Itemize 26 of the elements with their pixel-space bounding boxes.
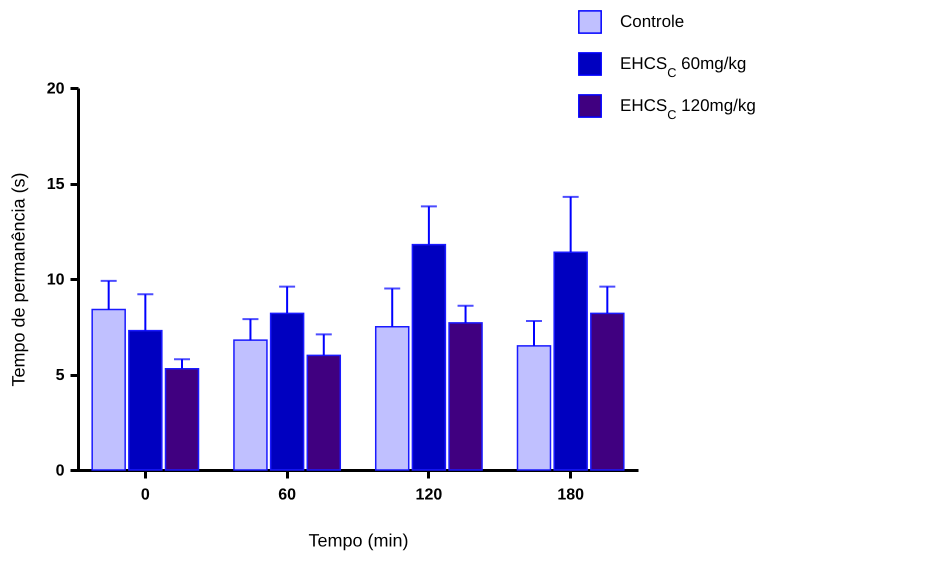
bar: [233, 339, 268, 471]
bar: [553, 252, 588, 471]
bar: [412, 244, 446, 471]
y-axis-title: Tempo de permanência (s): [8, 172, 29, 387]
bar: [91, 308, 126, 471]
x-tick-label: 120: [416, 486, 442, 504]
bar: [374, 326, 410, 471]
x-tick-label: 60: [278, 486, 296, 504]
bar: [270, 312, 304, 471]
bar: [590, 312, 625, 471]
x-axis-title: Tempo (min): [308, 530, 409, 550]
bar: [164, 368, 200, 471]
bar: [306, 354, 342, 471]
y-tick-label: 10: [46, 272, 65, 288]
y-tick-label: 20: [46, 80, 65, 98]
legend-label: Controle: [620, 12, 684, 31]
legend-label: EHCS$_{C}$ 120mg/kg: [620, 96, 756, 122]
bar: [448, 322, 483, 471]
y-tick-label: 15: [46, 176, 65, 193]
legend-label: EHCS$_{C}$ 60mg/kg: [620, 54, 746, 80]
bar: [128, 330, 163, 471]
y-tick-label: 5: [56, 367, 65, 384]
x-tick-label: 0: [140, 486, 150, 504]
x-tick-label: 180: [557, 486, 584, 504]
y-tick-label: 0: [56, 462, 65, 480]
bar: [516, 345, 552, 471]
